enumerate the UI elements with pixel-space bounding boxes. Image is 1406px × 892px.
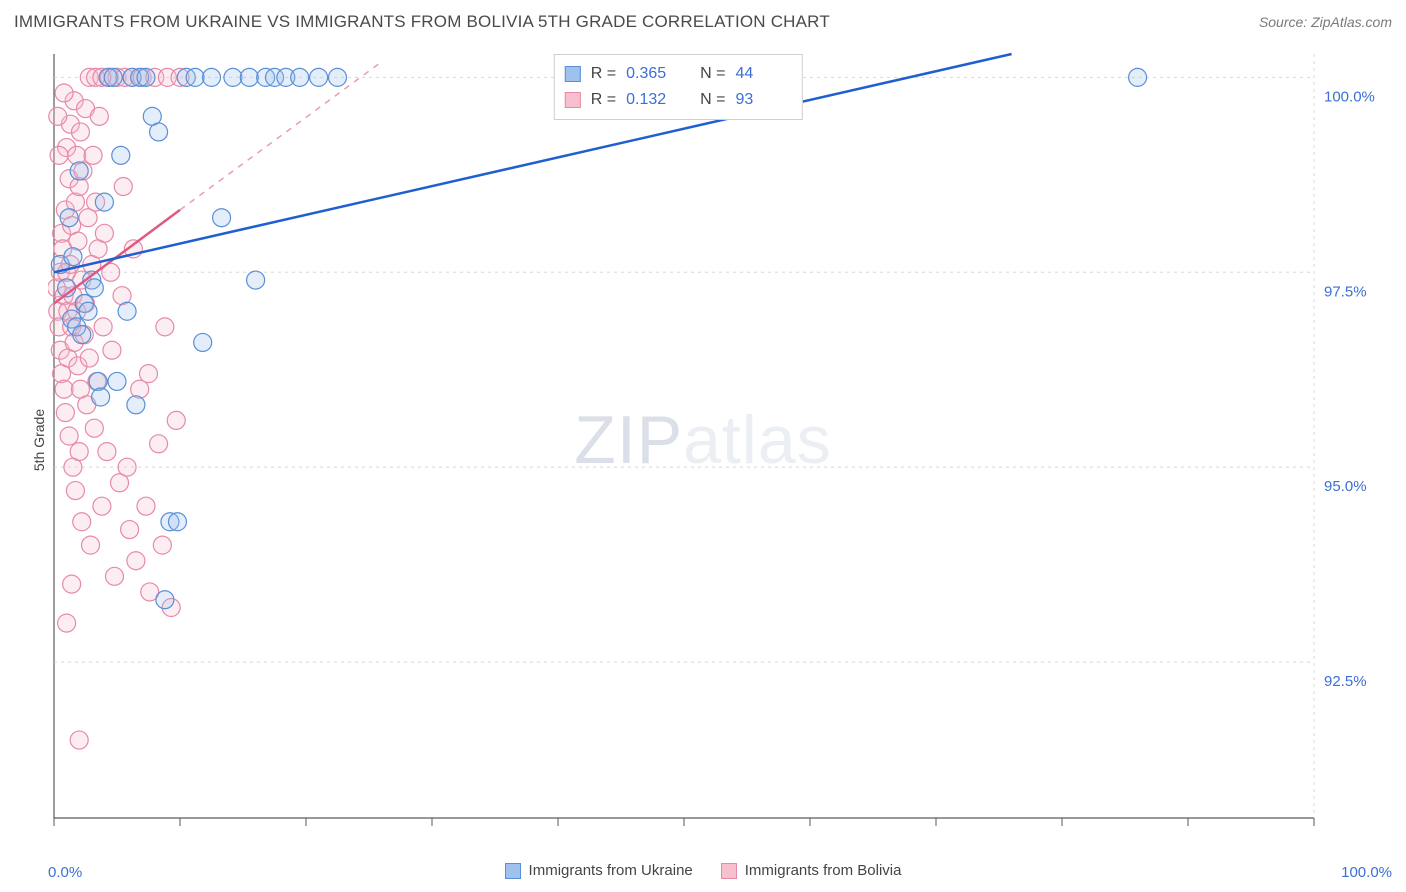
source-prefix: Source: [1259, 14, 1311, 30]
y-axis-label: 5th Grade [31, 409, 47, 471]
source-attribution: Source: ZipAtlas.com [1259, 14, 1392, 30]
r-label: R = [591, 87, 616, 113]
svg-text:95.0%: 95.0% [1324, 478, 1367, 495]
chart-title: IMMIGRANTS FROM UKRAINE VS IMMIGRANTS FR… [14, 12, 830, 32]
n-label: N = [700, 61, 725, 87]
chart-header: IMMIGRANTS FROM UKRAINE VS IMMIGRANTS FR… [0, 0, 1406, 44]
svg-text:97.5%: 97.5% [1324, 283, 1367, 300]
r-value-ukraine: 0.365 [626, 61, 678, 87]
x-axis-labels: 0.0% 100.0% [48, 864, 1392, 881]
swatch-bolivia [565, 92, 581, 108]
legend-row-bolivia: R = 0.132 N = 93 [565, 87, 788, 113]
legend-row-ukraine: R = 0.365 N = 44 [565, 61, 788, 87]
x-axis-max: 100.0% [1341, 864, 1392, 881]
n-label: N = [700, 87, 725, 113]
correlation-legend: R = 0.365 N = 44 R = 0.132 N = 93 [554, 54, 803, 120]
n-value-ukraine: 44 [735, 61, 787, 87]
n-value-bolivia: 93 [735, 87, 787, 113]
plot-area: 5th Grade R = 0.365 N = 44 R = 0.132 N =… [14, 44, 1392, 836]
r-label: R = [591, 61, 616, 87]
scatter-plot-svg: 92.5% 95.0% 97.5% 100.0% [48, 44, 1392, 836]
svg-text:92.5%: 92.5% [1324, 673, 1367, 690]
svg-text:100.0%: 100.0% [1324, 88, 1375, 105]
x-axis-min: 0.0% [48, 864, 82, 881]
footer: Immigrants from Ukraine Immigrants from … [0, 836, 1406, 892]
swatch-ukraine [565, 66, 581, 82]
r-value-bolivia: 0.132 [626, 87, 678, 113]
source-name: ZipAtlas.com [1311, 14, 1392, 30]
